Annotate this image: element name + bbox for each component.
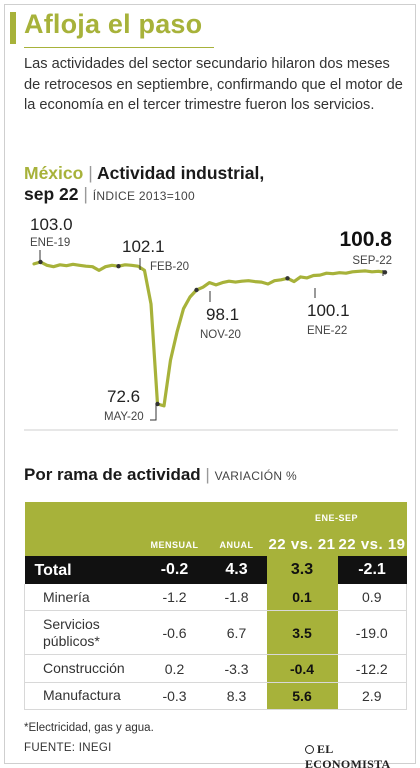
table-group-header-row: ENE-SEP <box>24 502 407 534</box>
table-corner <box>24 533 143 557</box>
annotation-value: 100.1 <box>307 301 350 320</box>
cell-22-vs-21: 3.5 <box>266 610 338 656</box>
chart-header-separator: | <box>88 163 93 183</box>
annotation-point <box>382 270 388 275</box>
annotation-date: MAY-20 <box>104 411 144 423</box>
brand-name: EL ECONOMISTA <box>305 742 391 768</box>
chart-title-line2: sep 22 <box>24 184 79 204</box>
footnote: *Electricidad, gas y agua. <box>24 722 154 734</box>
annotation-value: 100.8 <box>339 228 392 251</box>
brand-logo: EL ECONOMISTA <box>305 742 420 768</box>
row-name: Minería <box>24 583 143 612</box>
table-row-manufactura: Manufactura -0.3 8.3 5.6 2.9 <box>24 682 408 711</box>
intro-text: Las actividades del sector secundario hi… <box>24 56 403 113</box>
annotation-date: FEB-20 <box>150 261 189 273</box>
chart-country: México <box>24 163 84 183</box>
cell-anual: 6.7 <box>206 610 267 656</box>
cell-anual: 8.3 <box>206 682 267 711</box>
title-underline <box>24 47 214 48</box>
table-header-separator: | <box>205 465 210 484</box>
annotation-point <box>194 287 199 293</box>
cell-22-vs-21: 0.1 <box>266 583 338 612</box>
annotation-date: SEP-22 <box>352 255 392 267</box>
cell-22-vs-19: -12.2 <box>337 654 408 683</box>
annotation-date: NOV-20 <box>200 329 241 341</box>
page-title: Afloja el paso <box>24 9 203 39</box>
source-credit: FUENTE: INEGI <box>24 742 112 754</box>
annotation-leader <box>150 404 157 421</box>
cell-22-vs-19: 2.9 <box>337 682 408 711</box>
chart-unit: ÍNDICE 2013=100 <box>92 189 196 203</box>
table-header: Por rama de actividad | VARIACIÓN % <box>24 465 297 485</box>
cell-22-vs-21: 3.3 <box>266 556 338 584</box>
cell-22-vs-21: 5.6 <box>266 682 338 711</box>
cell-mensual: -1.2 <box>142 583 207 612</box>
annotation-date: ENE-19 <box>30 237 70 249</box>
cell-22-vs-19: -2.1 <box>337 556 407 584</box>
table-title: Por rama de actividad <box>24 465 201 484</box>
row-name: Servicios públicos* <box>24 610 143 656</box>
cell-22-vs-21: -0.4 <box>266 654 338 683</box>
branch-variation-table: ENE-SEP MENSUAL ANUAL 22 vs. 21 22 vs. 1… <box>24 502 408 711</box>
cell-mensual: 0.2 <box>142 654 207 683</box>
cell-mensual: -0.2 <box>142 556 207 584</box>
row-name: Total <box>24 556 143 584</box>
table-row-construccion: Construcción 0.2 -3.3 -0.4 -12.2 <box>24 654 408 683</box>
table-unit: VARIACIÓN % <box>214 469 298 483</box>
chart-marks: 103.0 ENE-19 102.1 FEB-20 72.6 MAY-20 98.1 NOV-… <box>30 215 392 423</box>
annotation-value: 102.1 <box>122 237 165 256</box>
col-header-anual: ANUAL <box>206 533 267 557</box>
annotation-value: 103.0 <box>30 215 73 234</box>
table-row-total: Total -0.2 4.3 3.3 -2.1 <box>24 556 407 584</box>
series-line <box>32 260 387 408</box>
table-group-blank <box>24 502 267 534</box>
cell-anual: -1.8 <box>206 583 267 612</box>
annotation-point <box>155 401 160 407</box>
cell-anual: -3.3 <box>206 654 267 683</box>
table-row-servicios-publicos: Servicios públicos* -0.6 6.7 3.5 -19.0 <box>24 610 408 656</box>
chart-unit-separator: | <box>83 184 88 204</box>
chart-header: México | Actividad industrial, sep 22 | … <box>24 163 404 207</box>
industrial-activity-line-chart: 103.0 ENE-19 102.1 FEB-20 72.6 MAY-20 98.1 NOV-… <box>24 215 398 431</box>
row-name: Manufactura <box>24 682 143 711</box>
cell-22-vs-19: 0.9 <box>337 583 408 612</box>
cell-22-vs-19: -19.0 <box>337 610 408 656</box>
annotation-value: 98.1 <box>206 305 239 324</box>
col-header-22-vs-21: 22 vs. 21 <box>266 533 338 557</box>
table-column-header-row: MENSUAL ANUAL 22 vs. 21 22 vs. 19 <box>24 533 407 557</box>
table-row-mineria: Minería -1.2 -1.8 0.1 0.9 <box>24 583 408 612</box>
title-accent-bar <box>10 12 16 44</box>
annotation-point <box>285 276 290 281</box>
annotation-point <box>116 264 121 269</box>
infographic-frame <box>4 4 416 764</box>
row-name: Construcción <box>24 654 143 683</box>
cell-mensual: -0.3 <box>142 682 207 711</box>
col-header-22-vs-19: 22 vs. 19 <box>337 533 407 557</box>
annotation-value: 72.6 <box>107 387 140 406</box>
annotation-date: ENE-22 <box>307 325 347 337</box>
annotation-point <box>38 259 43 265</box>
table-group-header: ENE-SEP <box>266 502 407 534</box>
cell-anual: 4.3 <box>206 556 267 584</box>
col-header-mensual: MENSUAL <box>142 533 207 557</box>
brand-mark-icon <box>305 745 314 754</box>
chart-title-line1: Actividad industrial, <box>96 163 265 183</box>
cell-mensual: -0.6 <box>142 610 207 656</box>
